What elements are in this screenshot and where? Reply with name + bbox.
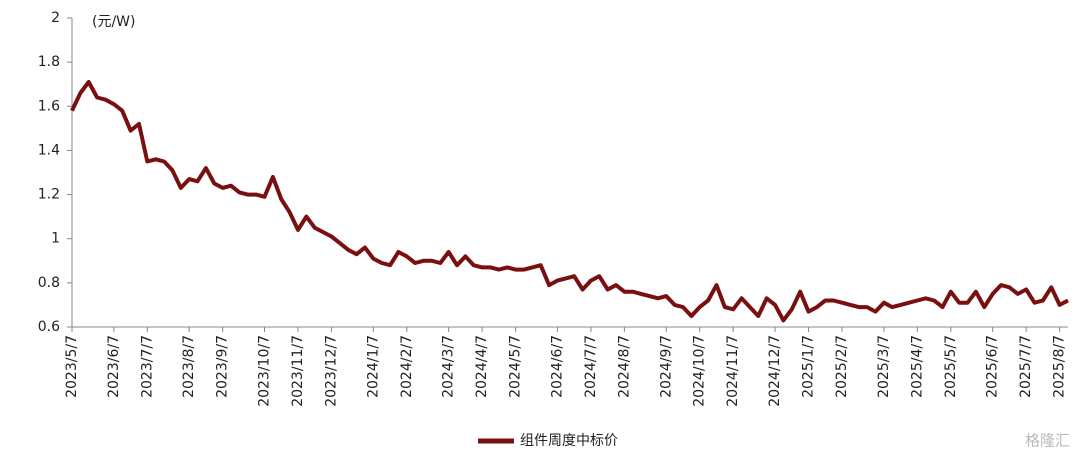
x-tick-label: 2023/7/7: [139, 335, 155, 398]
y-tick-label: 1.4: [38, 142, 60, 158]
y-tick-label: 2: [51, 10, 60, 26]
y-tick-label: 1: [51, 231, 60, 247]
x-tick-label: 2024/12/7: [767, 335, 783, 407]
y-tick-label: 0.6: [38, 319, 60, 335]
x-tick-label: 2024/4/7: [474, 335, 490, 398]
y-tick-label: 0.8: [38, 275, 60, 291]
y-unit: (元/W): [92, 14, 135, 30]
x-tick-label: 2025/8/7: [1052, 335, 1068, 398]
x-tick-label: 2025/6/7: [985, 335, 1001, 398]
x-tick-label: 2023/12/7: [323, 335, 339, 407]
y-tick-label: 1.8: [38, 54, 60, 70]
line-series: [70, 80, 1069, 323]
x-tick-label: 2024/8/7: [616, 335, 632, 398]
x-tick-label: 2023/6/7: [106, 335, 122, 398]
x-tick-label: 2025/4/7: [909, 335, 925, 398]
watermark: 格隆汇: [1025, 432, 1070, 450]
x-tick-label: 2025/3/7: [876, 335, 892, 398]
x-tick-label: 2025/1/7: [801, 335, 817, 398]
x-tick-label: 2023/5/7: [64, 335, 80, 398]
x-tick-label: 2023/8/7: [181, 335, 197, 398]
x-tick-label: 2024/6/7: [549, 335, 565, 398]
x-tick-label: 2024/11/7: [725, 335, 741, 407]
x-tick-label: 2023/9/7: [215, 335, 231, 398]
x-tick-label: 2024/9/7: [658, 335, 674, 398]
y-tick-label: 1.6: [38, 98, 60, 114]
x-tick-label: 2025/5/7: [943, 335, 959, 398]
y-tick-label: 1.2: [38, 187, 60, 203]
x-tick-label: 2024/3/7: [441, 335, 457, 398]
x-tick-label: 2024/7/7: [583, 335, 599, 398]
x-tick-label: 2024/5/7: [508, 335, 524, 398]
x-tick-label: 2024/10/7: [692, 335, 708, 407]
legend-label: 组件周度中标价: [520, 433, 618, 449]
x-tick-label: 2025/2/7: [834, 335, 850, 398]
x-tick-label: 2024/1/7: [365, 335, 381, 398]
x-tick-label: 2024/2/7: [399, 335, 415, 398]
x-tick-label: 2023/10/7: [257, 335, 273, 407]
x-tick-label: 2025/7/7: [1018, 335, 1034, 398]
x-tick-label: 2023/11/7: [290, 335, 306, 407]
